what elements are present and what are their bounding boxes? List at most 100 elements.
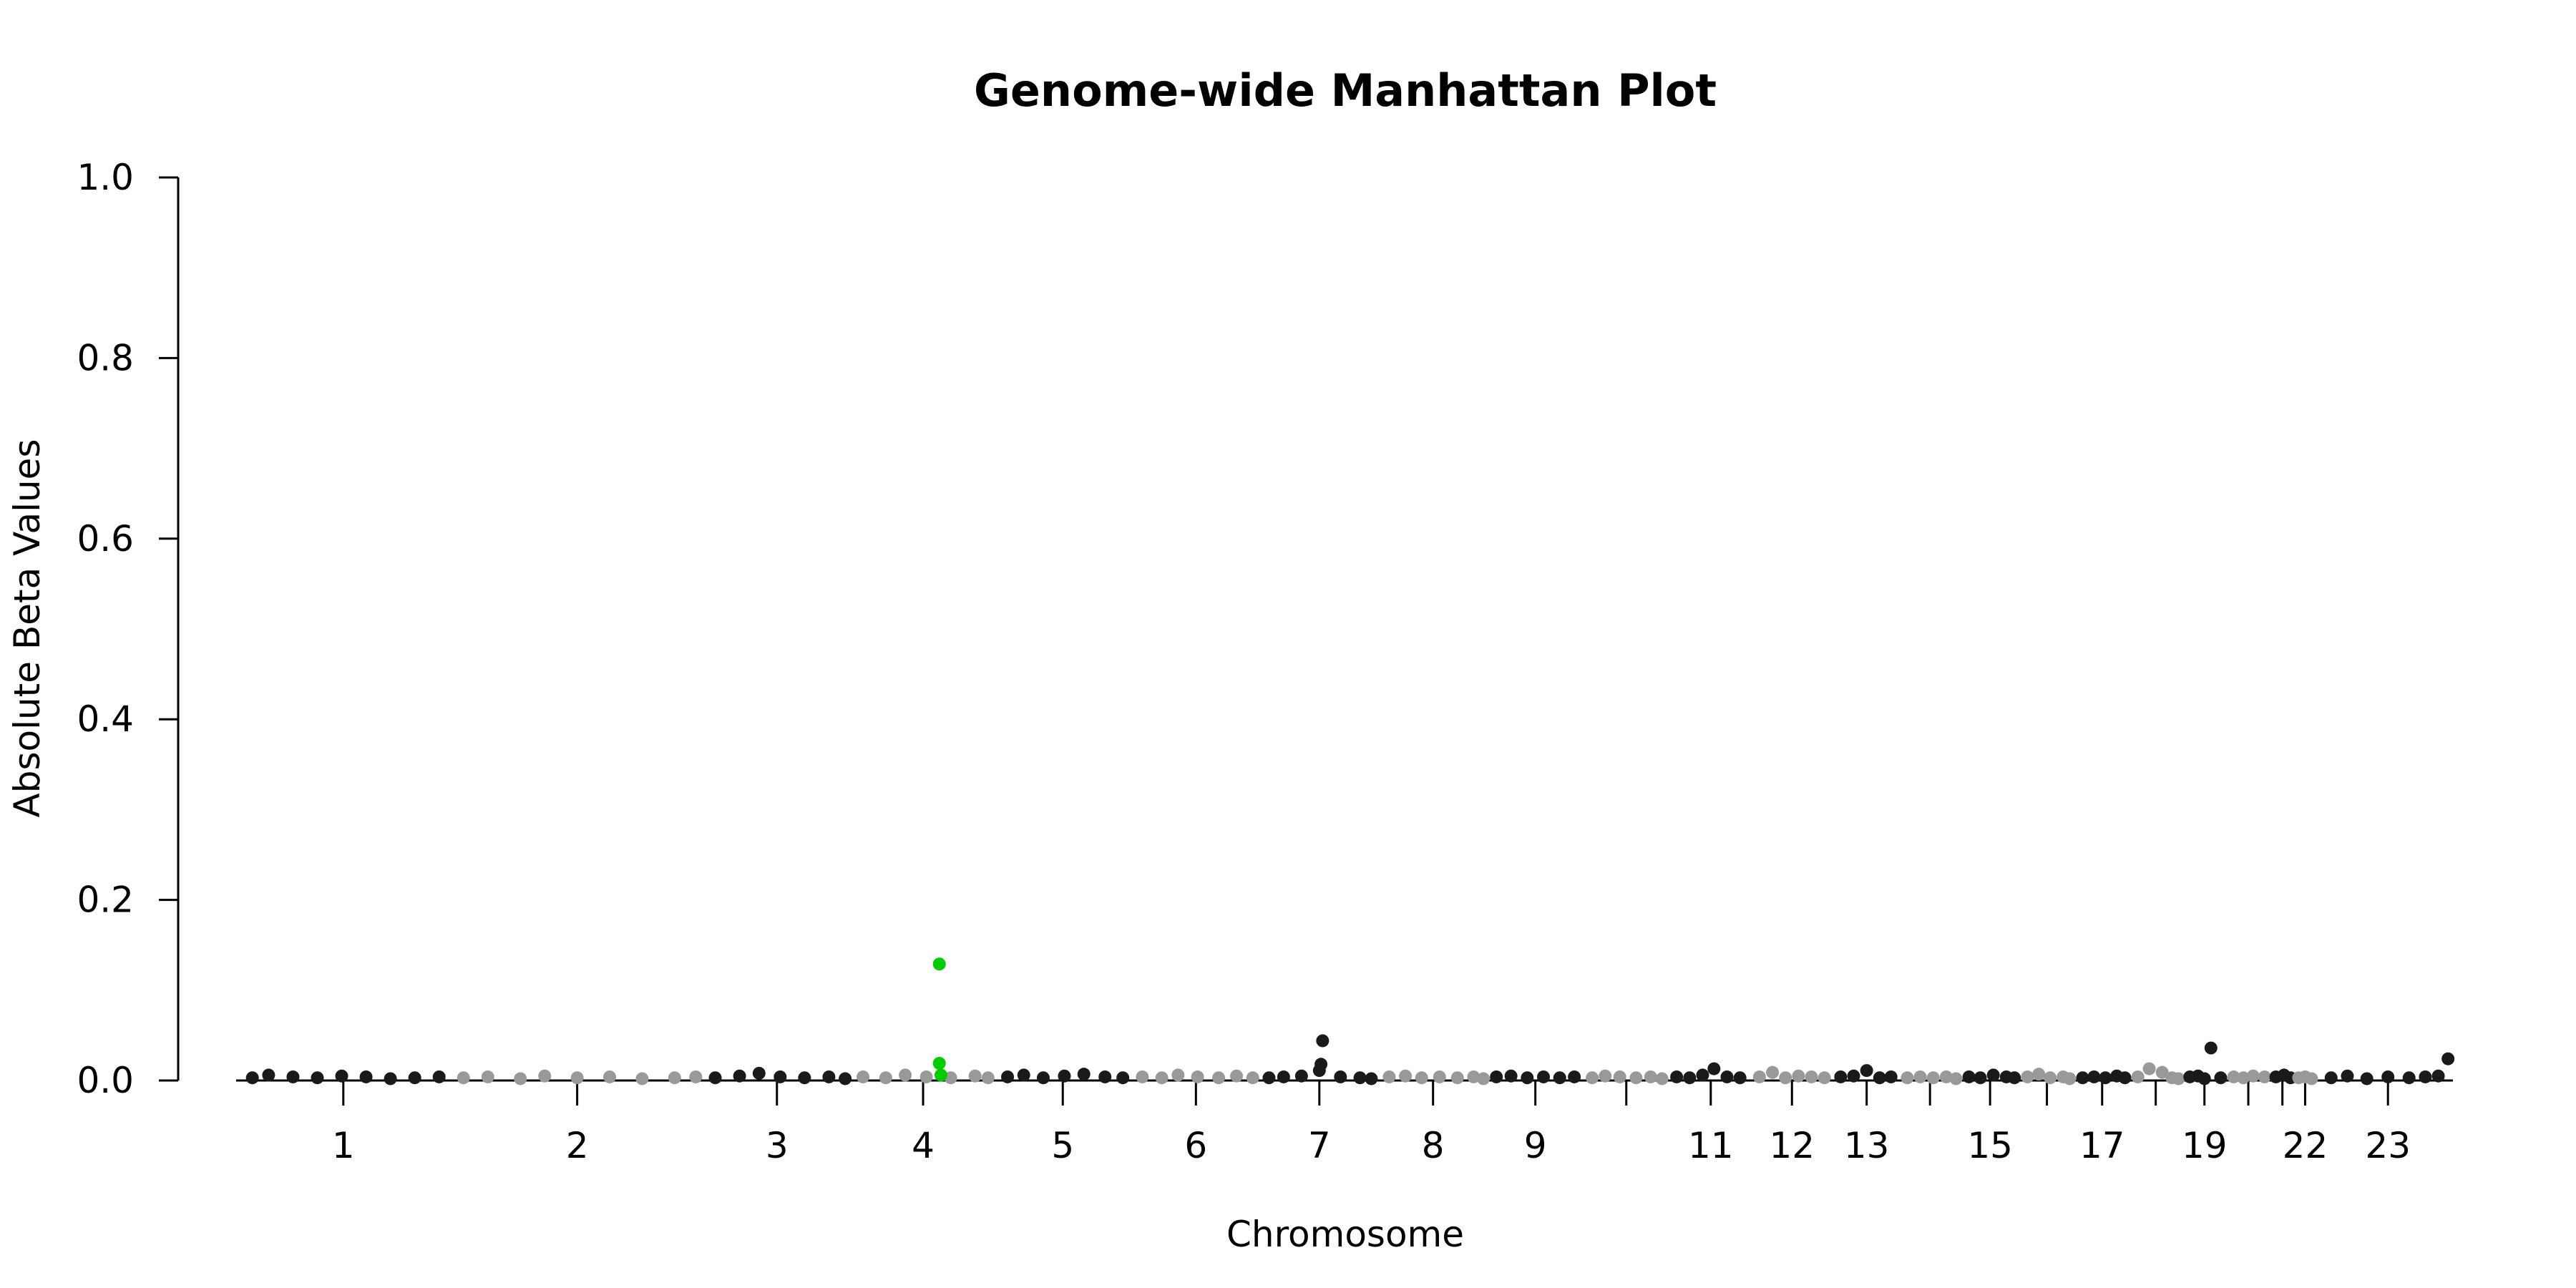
data-point <box>689 1070 703 1083</box>
x-tick-label-chr-1: 1 <box>332 1125 355 1166</box>
x-tick-label-chr-23: 23 <box>2365 1125 2411 1166</box>
data-point <box>2021 1070 2034 1083</box>
data-point <box>1017 1068 1030 1082</box>
data-points <box>245 1034 2455 1085</box>
data-point <box>635 1072 649 1085</box>
data-point <box>822 1070 836 1083</box>
data-point <box>1913 1070 1927 1083</box>
data-point <box>1521 1071 1534 1085</box>
x-tick-label-chr-7: 7 <box>1308 1125 1331 1166</box>
data-point <box>1926 1071 1940 1085</box>
data-point <box>408 1071 421 1085</box>
data-point <box>2063 1072 2077 1085</box>
data-point <box>899 1068 912 1082</box>
data-point <box>1001 1070 1015 1083</box>
data-point <box>481 1070 494 1083</box>
data-point <box>514 1072 527 1085</box>
data-point <box>1058 1069 1071 1083</box>
data-point <box>1766 1065 1780 1079</box>
data-point <box>839 1072 852 1085</box>
data-point <box>1294 1069 1308 1083</box>
data-point <box>2131 1070 2145 1083</box>
data-point <box>1720 1070 1734 1083</box>
data-point <box>2172 1072 2185 1085</box>
data-point <box>245 1071 259 1085</box>
data-point <box>1939 1070 1953 1083</box>
data-point <box>1230 1069 1244 1083</box>
data-point <box>1599 1069 1612 1083</box>
data-point <box>1860 1064 1873 1078</box>
x-tick-label-chr-3: 3 <box>766 1125 789 1166</box>
data-point <box>2402 1071 2416 1085</box>
data-point <box>2032 1068 2046 1081</box>
data-point <box>1136 1070 1149 1083</box>
data-point <box>2305 1072 2318 1085</box>
data-point <box>1433 1070 1446 1083</box>
data-point <box>311 1071 324 1085</box>
data-point <box>1949 1072 1963 1085</box>
data-point <box>2197 1072 2211 1085</box>
data-point <box>1450 1071 1464 1085</box>
data-point <box>919 1070 933 1083</box>
data-point <box>774 1070 787 1083</box>
data-point <box>1277 1070 1290 1083</box>
x-tick-label-chr-22: 22 <box>2283 1125 2328 1166</box>
data-point <box>1365 1072 1378 1085</box>
data-point <box>2044 1071 2057 1085</box>
data-point <box>1873 1071 1886 1085</box>
data-point <box>2076 1071 2089 1085</box>
data-point <box>1670 1070 1684 1083</box>
data-point <box>2087 1070 2101 1083</box>
data-point <box>2441 1052 2455 1065</box>
data-point <box>1613 1070 1626 1083</box>
data-point <box>2099 1071 2112 1085</box>
data-point <box>1314 1058 1328 1071</box>
data-point <box>286 1070 300 1083</box>
data-point <box>2419 1070 2432 1083</box>
data-point <box>359 1070 373 1083</box>
data-point <box>1655 1072 1669 1085</box>
data-point <box>1644 1070 1657 1083</box>
data-point <box>570 1071 584 1085</box>
data-point <box>2142 1062 2156 1075</box>
data-point <box>1155 1071 1169 1085</box>
data-point <box>1586 1071 1599 1085</box>
data-point <box>1262 1071 1276 1085</box>
data-point <box>1212 1071 1226 1085</box>
data-point <box>1779 1071 1792 1085</box>
data-point <box>2204 1041 2218 1055</box>
data-point <box>1415 1071 1428 1085</box>
data-point <box>981 1071 995 1085</box>
data-point <box>708 1071 722 1085</box>
data-point <box>1568 1070 1581 1083</box>
highlighted-point <box>932 1057 946 1070</box>
data-point <box>1382 1070 1396 1083</box>
data-point <box>1353 1071 1367 1085</box>
x-tick-label-chr-8: 8 <box>1422 1125 1445 1166</box>
data-point <box>432 1070 446 1083</box>
x-tick-label-chr-12: 12 <box>1769 1125 1815 1166</box>
data-point <box>1629 1071 1643 1085</box>
data-point <box>2324 1071 2338 1085</box>
x-tick-label-chr-15: 15 <box>1967 1125 2013 1166</box>
data-point <box>857 1070 870 1083</box>
data-point <box>262 1068 275 1082</box>
data-point <box>1901 1071 1914 1085</box>
y-tick-label: 0.4 <box>77 698 134 740</box>
y-tick-label: 1.0 <box>77 157 134 198</box>
y-tick-label: 0.6 <box>77 518 134 560</box>
data-point <box>733 1069 746 1083</box>
data-point <box>538 1069 552 1083</box>
data-point <box>1246 1071 1259 1085</box>
data-point <box>1334 1070 1347 1083</box>
data-point <box>944 1071 957 1085</box>
data-point <box>1399 1069 1413 1083</box>
data-point <box>1818 1071 1831 1085</box>
data-point <box>2360 1072 2373 1085</box>
chart-title: Genome-wide Manhattan Plot <box>974 64 1717 117</box>
data-point <box>2155 1065 2169 1079</box>
data-point <box>1504 1069 1518 1083</box>
highlighted-point <box>932 957 946 971</box>
data-point <box>1537 1070 1551 1083</box>
